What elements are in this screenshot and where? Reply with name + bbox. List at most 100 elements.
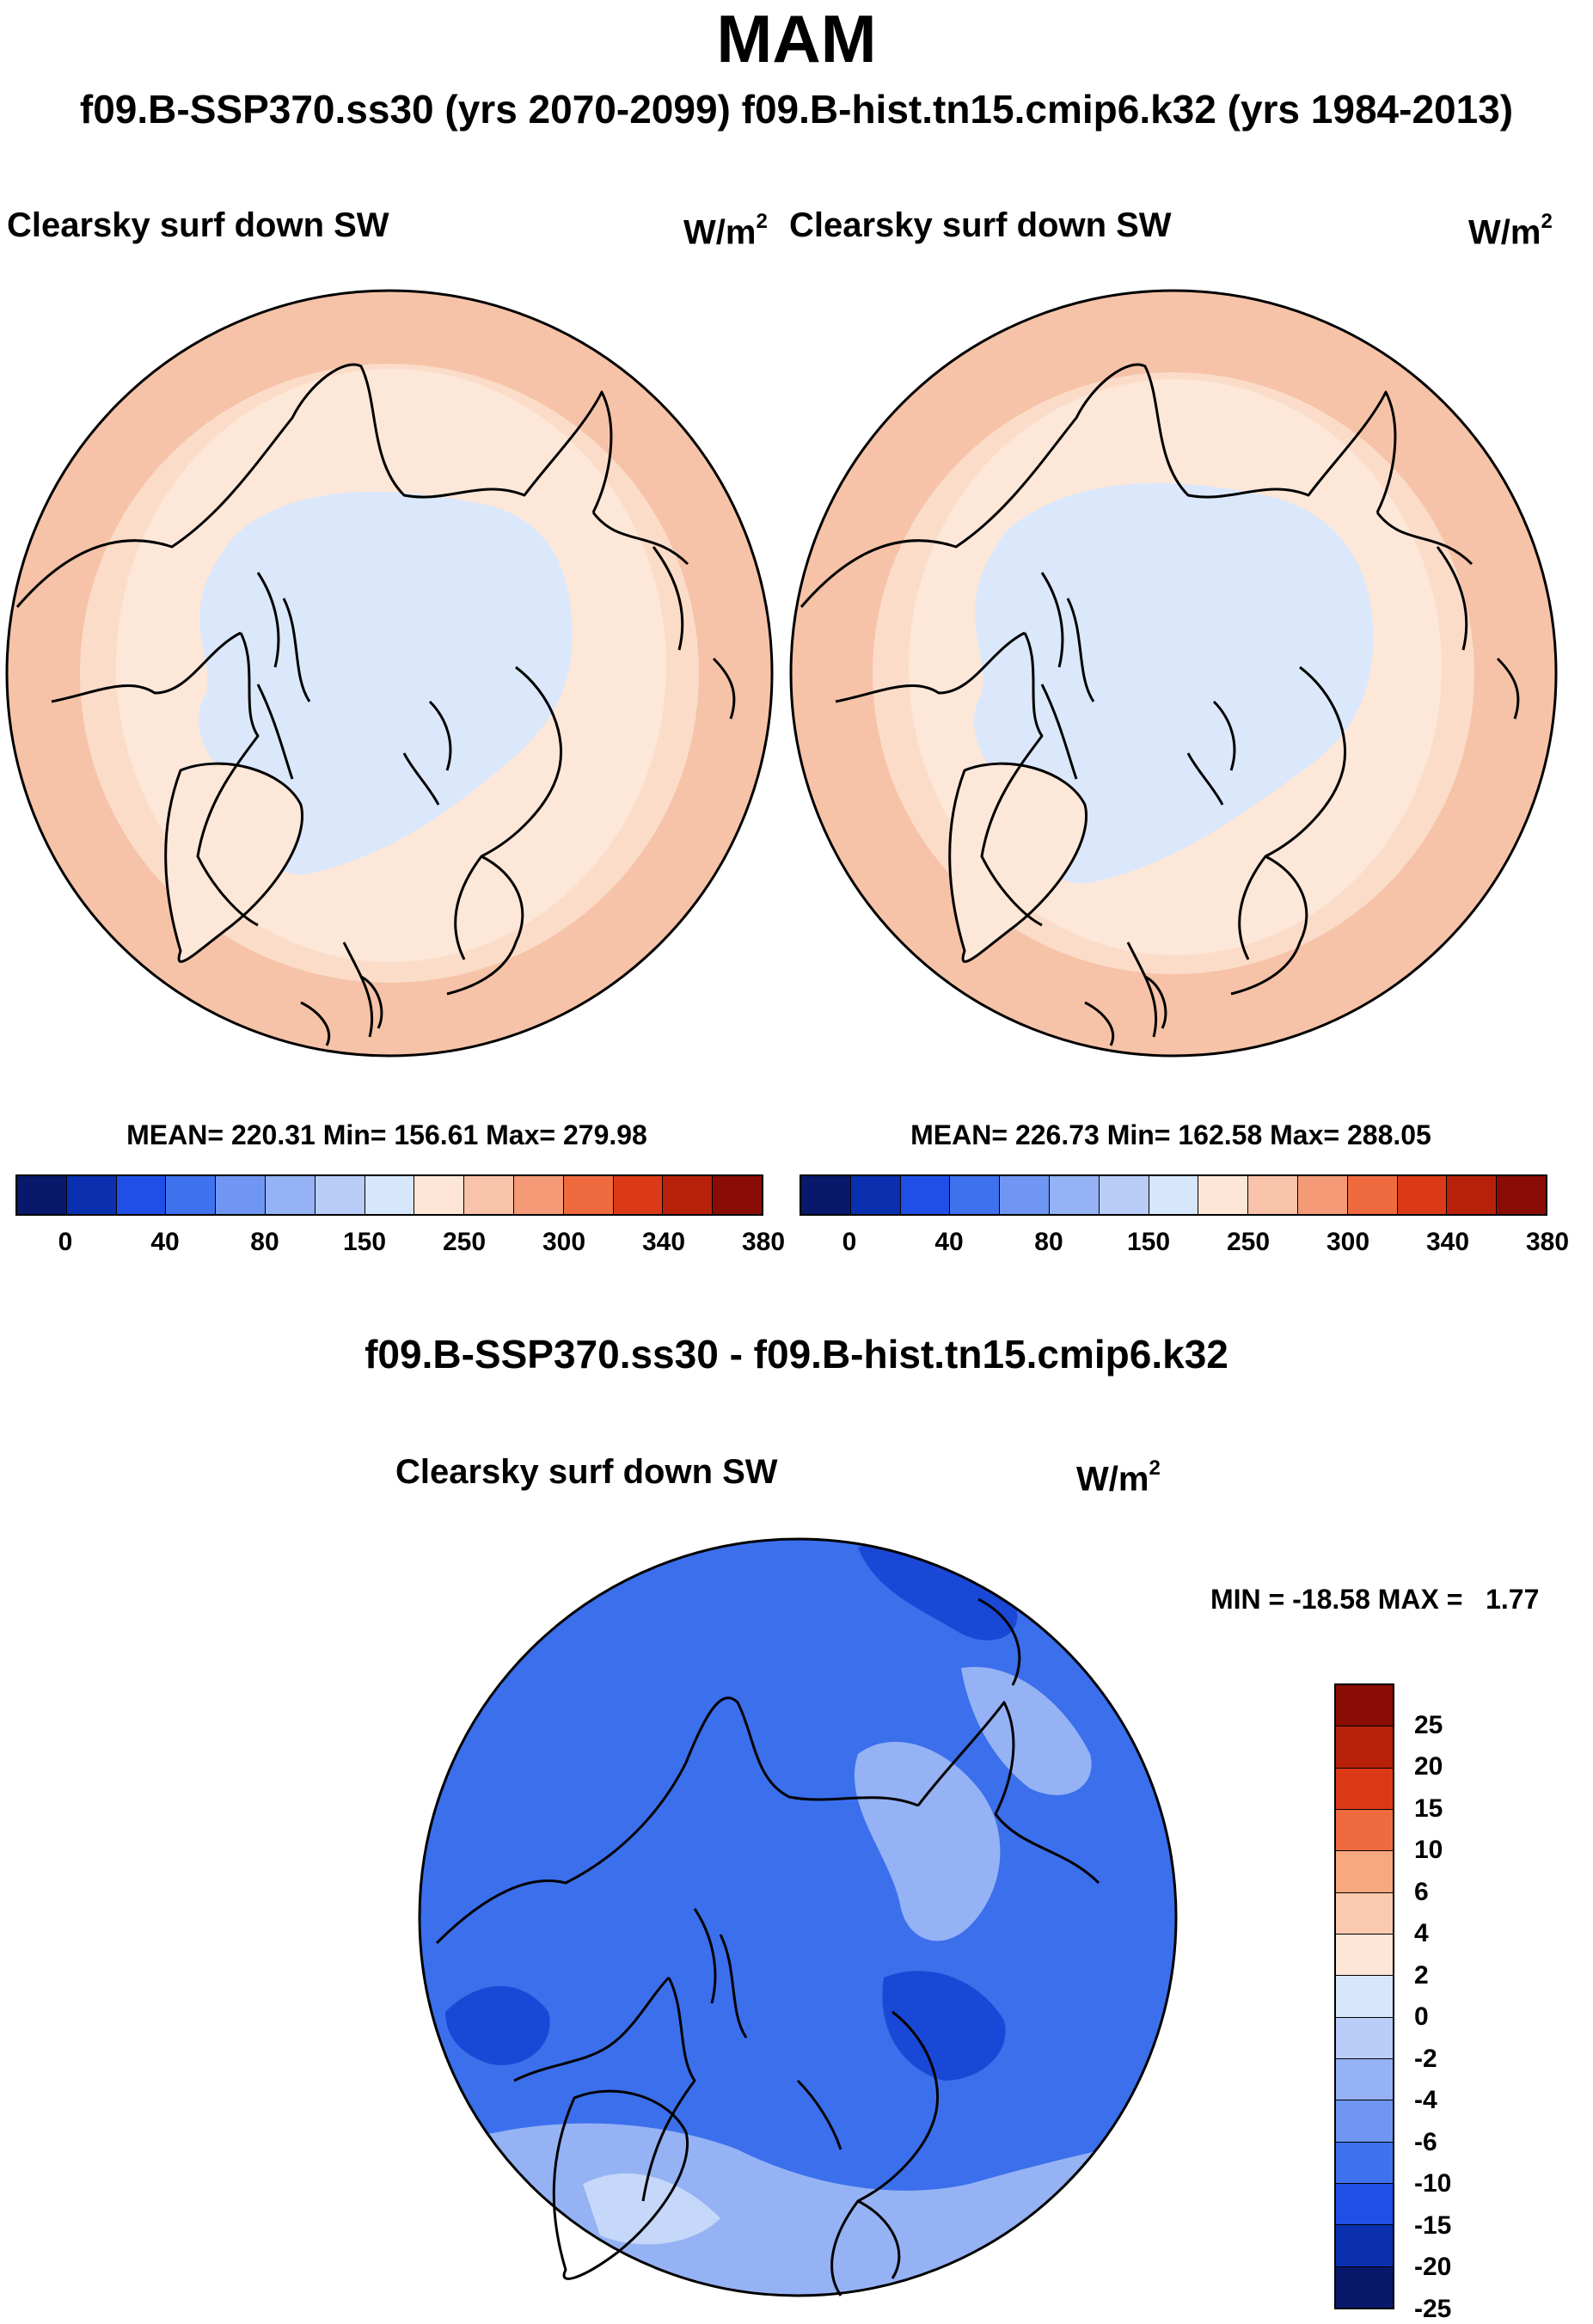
colorbar-tick-label: 340 — [641, 1228, 686, 1256]
colorbar-swatch — [801, 1176, 851, 1214]
colorbar-swatch — [1336, 2183, 1393, 2226]
arctic-ocean-field — [973, 482, 1374, 884]
colorbar-tick-label: -15 — [1414, 2211, 1452, 2240]
colorbar-tick-label: 10 — [1414, 1836, 1443, 1865]
colorbar-swatch — [850, 1176, 901, 1214]
colorbar-swatch — [1336, 1809, 1393, 1852]
colorbar-tick-label: 300 — [1326, 1228, 1370, 1256]
greenland-field — [949, 763, 1087, 962]
panel1-variable: Clearsky surf down SW — [7, 206, 389, 244]
colorbar-tick-label: -25 — [1414, 2295, 1452, 2323]
diff-minmax: MIN = -18.58 MAX = 1.77 — [1210, 1584, 1540, 1615]
colorbar-tick-label: 0 — [58, 1228, 73, 1256]
colorbar-swatch — [66, 1176, 117, 1214]
diff-light-patch-b — [961, 1666, 1092, 1795]
colorbar-tick-label: 340 — [1425, 1228, 1470, 1256]
colorbar-swatch — [17, 1176, 67, 1214]
colorbar-tick-label: -20 — [1414, 2253, 1452, 2282]
colorbar-swatch — [1336, 2100, 1393, 2143]
colorbar-swatch — [663, 1176, 714, 1214]
diff-pale-patch — [583, 2173, 720, 2245]
colorbar-tick-label: -10 — [1414, 2169, 1452, 2198]
colorbar-tick-label: 80 — [250, 1228, 279, 1256]
colorbar-tick-label: 20 — [1414, 1752, 1443, 1781]
colorbar-tick-label: 250 — [1226, 1228, 1271, 1256]
colorbar-swatch — [900, 1176, 951, 1214]
colorbar-tick-label: 15 — [1414, 1794, 1443, 1823]
diff-dark-patch-a — [882, 1971, 1006, 2081]
colorbar-tick-label: -2 — [1414, 2044, 1437, 2073]
colorbar-tick-label: 6 — [1414, 1877, 1429, 1906]
panel2-variable: Clearsky surf down SW — [789, 206, 1172, 244]
colorbar-swatch — [1497, 1176, 1546, 1214]
diff-coastlines — [435, 1597, 1100, 2296]
colorbar-swatch — [1000, 1176, 1050, 1214]
colorbar-tick-label: 380 — [741, 1228, 786, 1256]
colorbar-swatch — [1336, 1768, 1393, 1810]
colorbar-tick-label: 40 — [150, 1228, 180, 1256]
colorbar-swatch — [116, 1176, 167, 1214]
panel1-colorbar — [15, 1174, 763, 1216]
colorbar-swatch — [1336, 2142, 1393, 2184]
figure-title: MAM — [716, 1, 877, 77]
colorbar-swatch — [1336, 1851, 1393, 1893]
colorbar-tick-label: 40 — [934, 1228, 964, 1256]
map-border — [789, 289, 1558, 1058]
diff-dark-patch-c — [858, 1541, 1018, 1640]
colorbar-swatch — [1198, 1176, 1249, 1214]
diff-variable: Clearsky surf down SW — [395, 1453, 778, 1491]
panel2-colorbar — [800, 1174, 1547, 1216]
colorbar-tick-label: -6 — [1414, 2127, 1437, 2156]
colorbar-swatch — [1099, 1176, 1149, 1214]
panel2-stats: MEAN= 226.73 Min= 162.58 Max= 288.05 — [910, 1119, 1431, 1150]
colorbar-swatch — [1336, 1685, 1393, 1727]
panel1-units: W/m2 — [683, 210, 768, 252]
colorbar-swatch — [1347, 1176, 1398, 1214]
diff-polar-map — [418, 1537, 1178, 2297]
colorbar-swatch — [1336, 1976, 1393, 2018]
colorbar-swatch — [1336, 1726, 1393, 1769]
diff-title: f09.B-SSP370.ss30 - f09.B-hist.tn15.cmip… — [365, 1332, 1228, 1377]
colorbar-swatch — [613, 1176, 664, 1214]
coastlines — [800, 363, 1520, 1046]
colorbar-swatch — [216, 1176, 266, 1214]
colorbar-swatch — [1297, 1176, 1348, 1214]
colorbar-tick-label: 150 — [1126, 1228, 1171, 1256]
colorbar-tick-label: 80 — [1034, 1228, 1063, 1256]
colorbar-swatch — [1336, 2266, 1393, 2308]
colorbar-swatch — [1447, 1176, 1498, 1214]
coastlines — [15, 363, 736, 1046]
colorbar-swatch — [464, 1176, 514, 1214]
colorbar-tick-label: 250 — [442, 1228, 487, 1256]
colorbar-swatch — [166, 1176, 217, 1214]
colorbar-tick-label: -4 — [1414, 2086, 1437, 2115]
colorbar-swatch — [265, 1176, 316, 1214]
colorbar-tick-label: 0 — [1414, 2002, 1429, 2032]
colorbar-swatch — [950, 1176, 1001, 1214]
colorbar-swatch — [1336, 1934, 1393, 1977]
colorbar-swatch — [365, 1176, 415, 1214]
diff-units: W/m2 — [1076, 1456, 1161, 1499]
colorbar-tick-label: 150 — [342, 1228, 387, 1256]
diff-colorbar-labels: 25 20 15 10 6 4 2 0 -2 -4 -6 -10 -15 -20 -25 — [1414, 1683, 1517, 2323]
panel2-colorbar-labels: 0 40 80 150 250 300 340 380 — [800, 1228, 1569, 1262]
colorbar-tick-label: 2 — [1414, 1960, 1429, 1990]
colorbar-swatch — [414, 1176, 465, 1214]
colorbar-tick-label: 0 — [842, 1228, 857, 1256]
panel1-polar-map — [5, 289, 774, 1058]
greenland-field — [165, 763, 303, 962]
colorbar-swatch — [315, 1176, 365, 1214]
map-border — [418, 1537, 1178, 2297]
figure-subtitle: f09.B-SSP370.ss30 (yrs 2070-2099) f09.B-… — [79, 87, 1514, 132]
panel2-polar-map — [789, 289, 1558, 1058]
colorbar-tick-label: 300 — [542, 1228, 586, 1256]
colorbar-swatch — [513, 1176, 564, 1214]
diff-dark-patch-b — [445, 1986, 550, 2065]
colorbar-swatch — [1397, 1176, 1448, 1214]
panel2-units: W/m2 — [1468, 210, 1553, 252]
diff-light-patch-a — [854, 1741, 1001, 1941]
colorbar-swatch — [713, 1176, 762, 1214]
colorbar-swatch — [1336, 1892, 1393, 1935]
colorbar-swatch — [1336, 2017, 1393, 2059]
colorbar-swatch — [1336, 2225, 1393, 2267]
